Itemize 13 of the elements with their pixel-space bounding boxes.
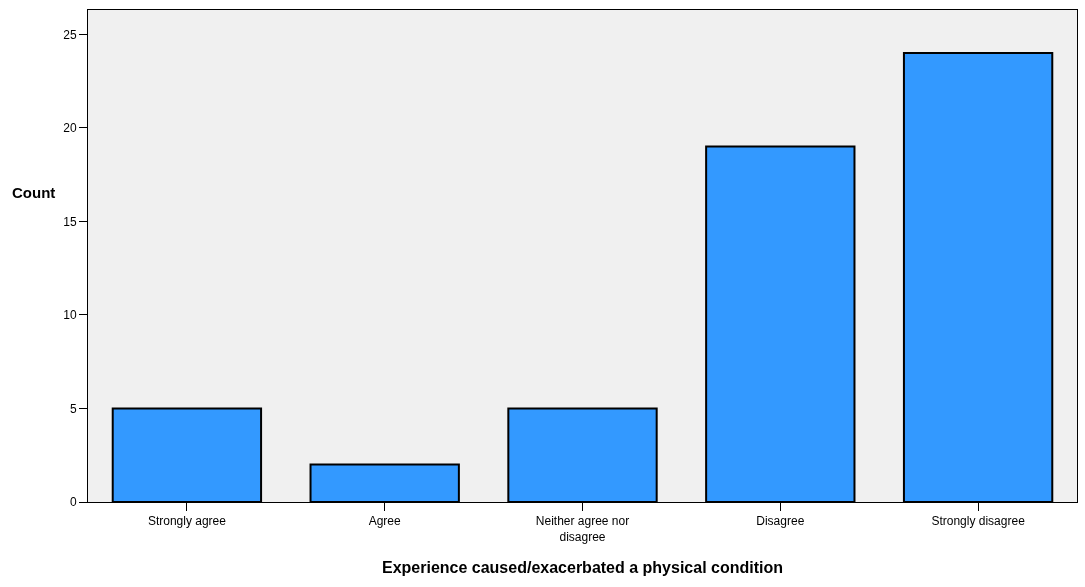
x-tick-label: Neither agree nor disagree: [535, 514, 630, 544]
y-tick-label: 20: [63, 121, 77, 136]
y-tick-label: 15: [63, 214, 77, 229]
x-tick-label: Disagree: [756, 514, 805, 529]
y-tick-label: 10: [63, 308, 77, 323]
x-tick-label: Strongly agree: [147, 514, 227, 529]
x-tick-label: Strongly disagree: [931, 514, 1026, 529]
y-tick-label: 25: [63, 27, 77, 42]
y-tick-label: 5: [69, 401, 77, 416]
x-axis-title: Experience caused/exacerbated a physical condition: [381, 558, 784, 576]
y-tick-label: 0: [69, 495, 77, 510]
y-axis-title: Count: [12, 184, 56, 201]
x-tick-label: Agree: [368, 514, 402, 529]
